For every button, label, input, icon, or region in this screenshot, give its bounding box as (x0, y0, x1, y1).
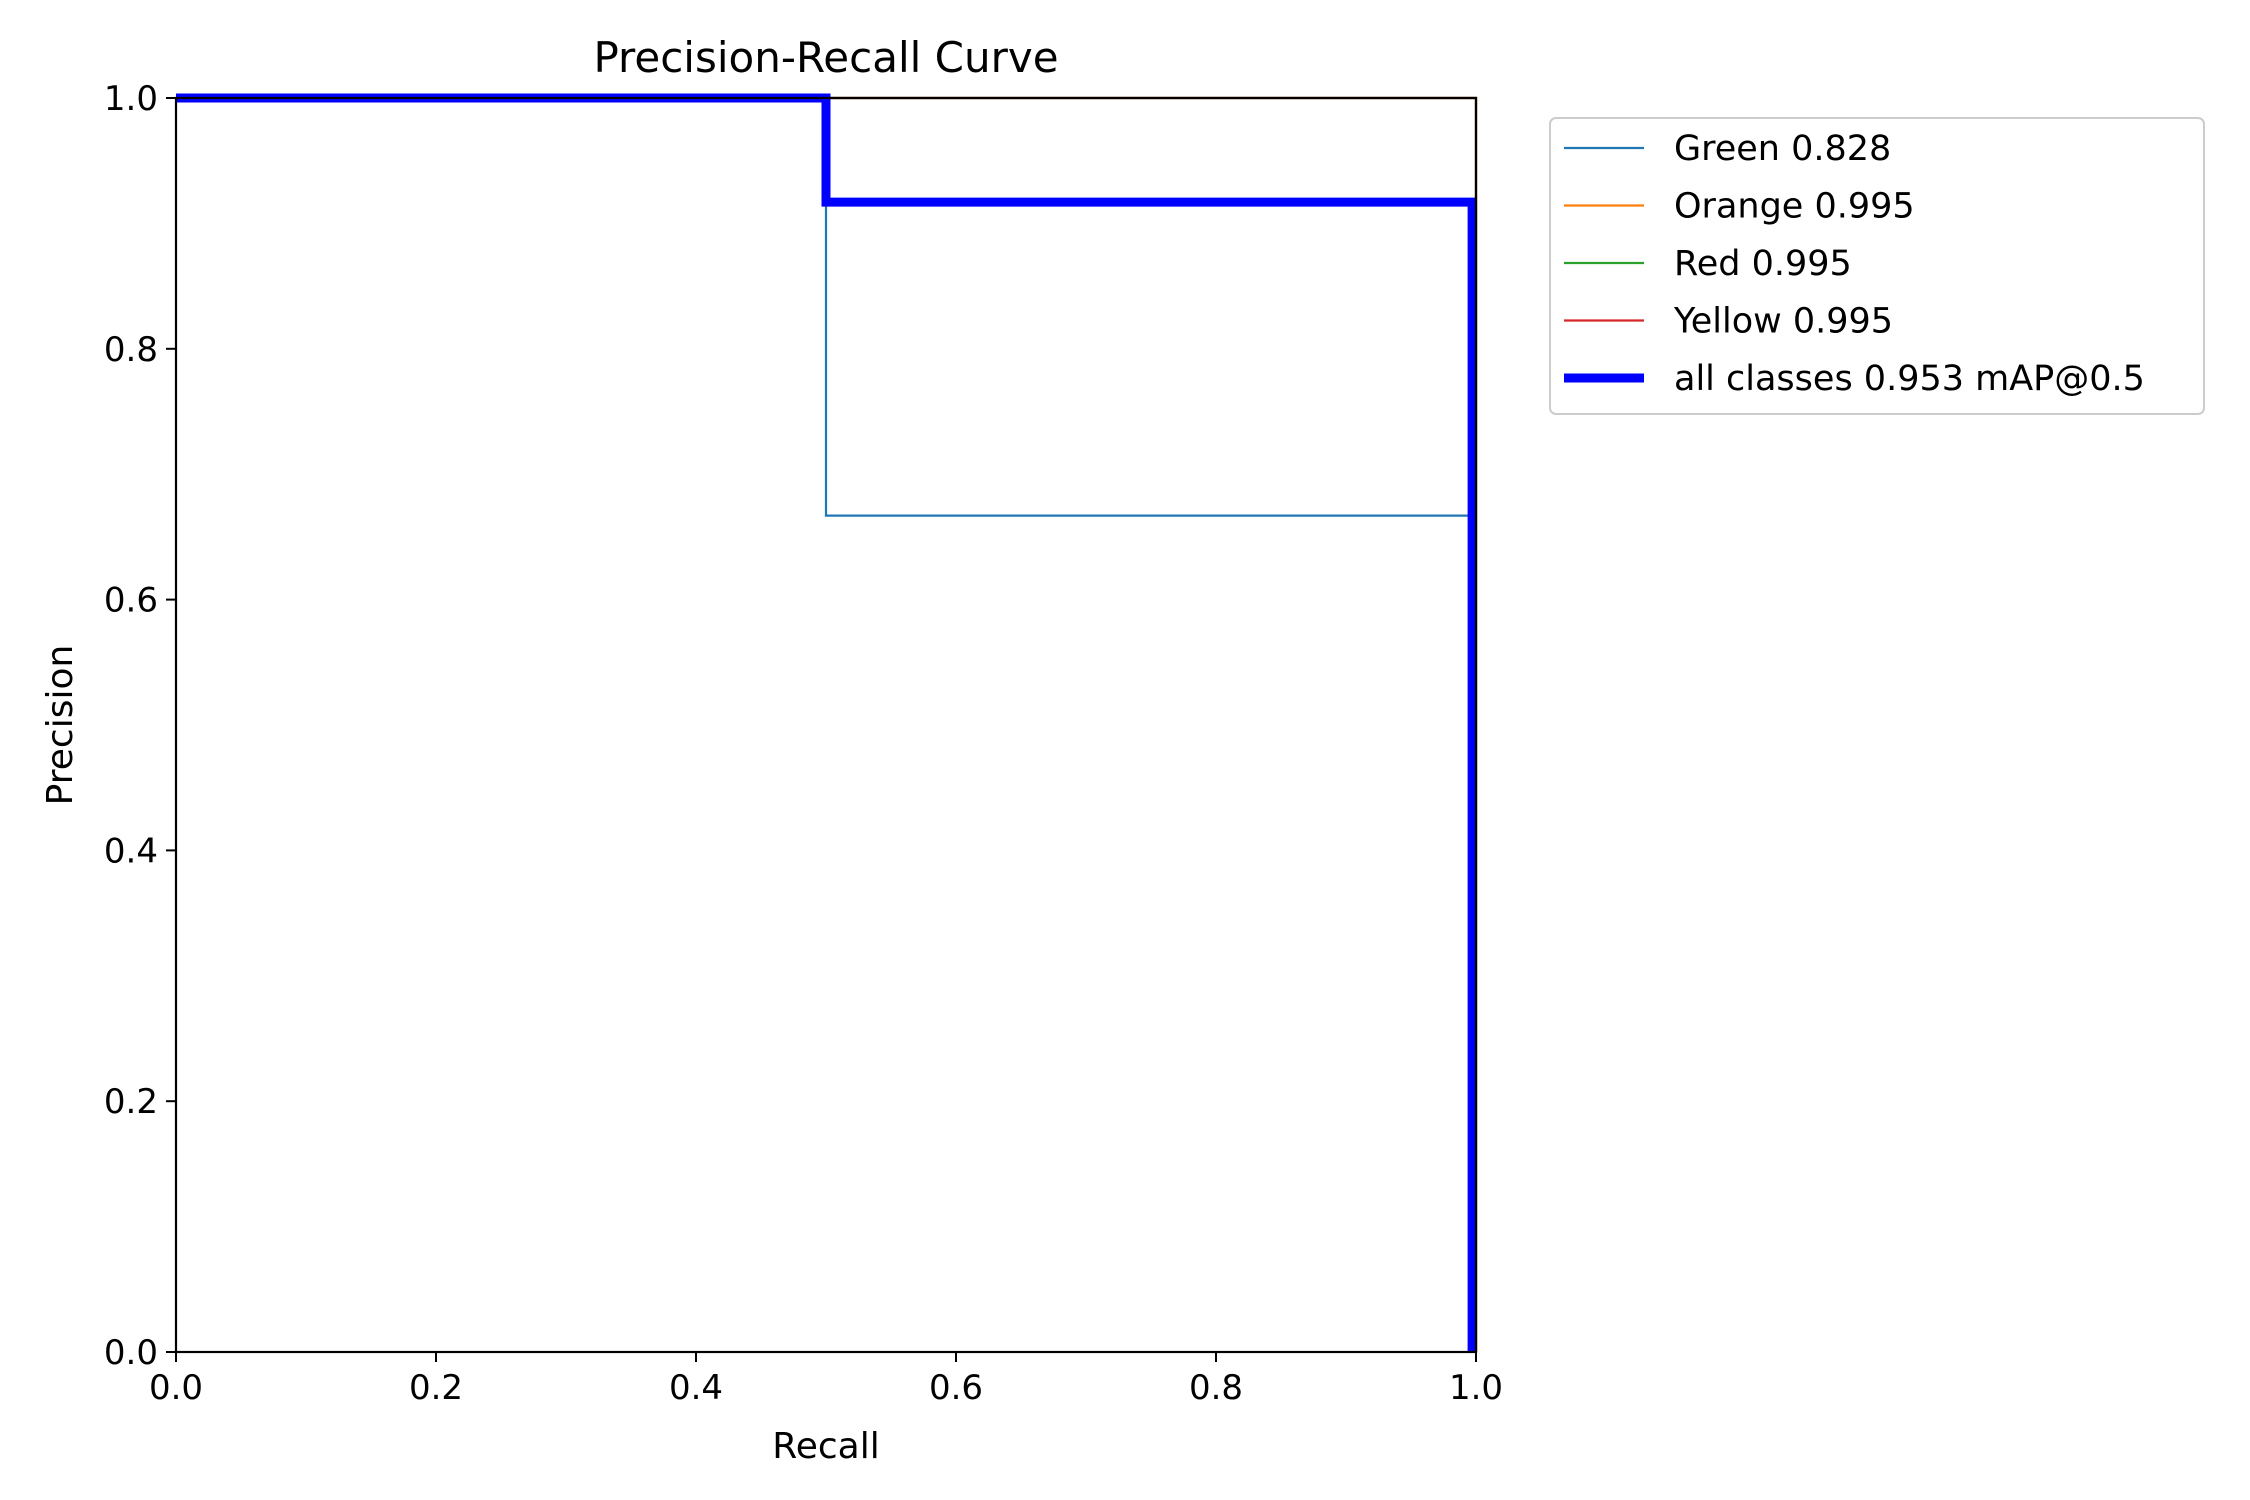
legend-entry: Red 0.995 (1564, 244, 1852, 284)
chart-title: Precision-Recall Curve (593, 33, 1058, 82)
legend-label: Green 0.828 (1674, 129, 1891, 169)
x-axis-label: Recall (772, 1426, 879, 1467)
legend: Green 0.828 Orange 0.995 Red 0.995 Yellow 0… (1549, 117, 2205, 415)
x-tick-label: 0.0 (149, 1368, 203, 1408)
legend-entry: Orange 0.995 (1564, 187, 1915, 227)
x-tick-label: 0.4 (669, 1368, 723, 1408)
y-axis-label: Precision (40, 645, 81, 806)
plot-area-frame (174, 96, 1478, 1354)
legend-frame (1549, 117, 2205, 415)
legend-entry: all classes 0.953 mAP@0.5 (1564, 359, 2145, 399)
legend-entry: Yellow 0.995 (1564, 302, 1893, 342)
y-tick-label: 0.6 (104, 581, 158, 621)
x-tick-label: 0.8 (1189, 1368, 1243, 1408)
legend-label: Yellow 0.995 (1673, 302, 1893, 342)
y-tick-label: 0.8 (104, 330, 158, 370)
x-axis: 0.0 0.2 0.4 0.6 0.8 1.0 (149, 1352, 1503, 1408)
legend-entries: Green 0.828 Orange 0.995 Red 0.995 Yellow 0… (1564, 129, 2145, 399)
legend-entry: Green 0.828 (1564, 129, 1891, 169)
legend-label: Red 0.995 (1674, 244, 1852, 284)
y-axis: 0.0 0.2 0.4 0.6 0.8 1.0 (104, 79, 176, 1373)
x-tick-label: 0.2 (409, 1368, 463, 1408)
x-tick-label: 0.6 (929, 1368, 983, 1408)
legend-label: Orange 0.995 (1674, 187, 1915, 227)
legend-label: all classes 0.953 mAP@0.5 (1674, 359, 2145, 399)
y-tick-label: 0.2 (104, 1082, 158, 1122)
y-tick-label: 0.4 (104, 831, 158, 871)
y-tick-label: 1.0 (104, 79, 158, 119)
y-tick-label: 0.0 (104, 1333, 158, 1373)
x-tick-label: 1.0 (1449, 1368, 1503, 1408)
